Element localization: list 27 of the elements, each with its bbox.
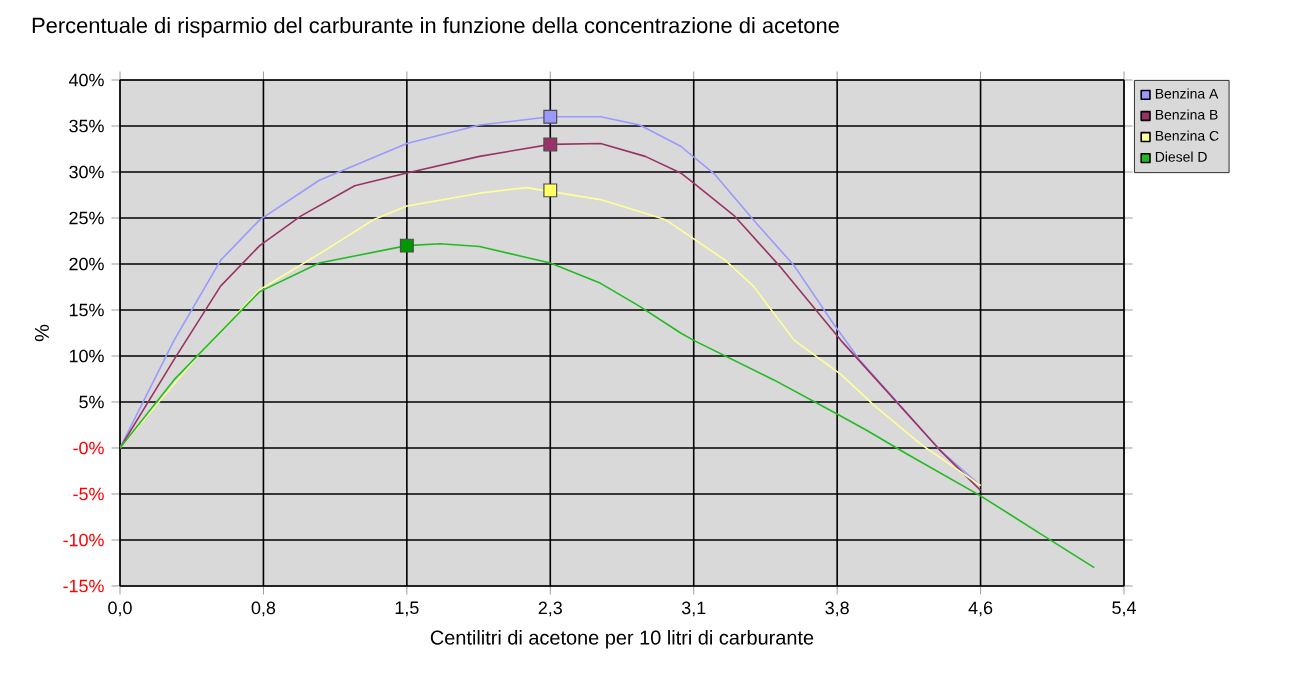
point — [543, 109, 558, 124]
y-tick-label: 15% — [69, 303, 104, 317]
y-tick-label: 5% — [79, 395, 104, 409]
x-axis-title: Centilitri di acetone per 10 litri di carburante — [430, 630, 814, 649]
y-tick-label: 35% — [69, 119, 104, 133]
y-tick-label: 10% — [69, 349, 104, 363]
y-tick-label: -5% — [73, 487, 104, 501]
chart-title: Percentuale di risparmio del carburante in funzione della concentrazione di acetone — [32, 17, 839, 38]
y-tick-label: -0% — [73, 441, 104, 455]
x-tick-label: 2,3 — [538, 601, 562, 617]
y-tick-label: 30% — [69, 165, 104, 179]
y-tick-label: 20% — [69, 257, 104, 271]
x-tick-label: 0,8 — [251, 601, 276, 617]
point — [399, 238, 414, 253]
y-tick-label: -15% — [63, 579, 104, 593]
x-tick-label: 1,5 — [395, 601, 419, 617]
x-tick-label: 0,0 — [108, 601, 132, 617]
y-tick-label: 25% — [69, 211, 104, 225]
x-tick-label: 3,1 — [681, 601, 706, 617]
point — [543, 137, 558, 152]
point — [543, 183, 558, 198]
y-tick-label: -10% — [63, 533, 104, 547]
x-tick-label: 4,6 — [968, 601, 993, 617]
y-axis-title: % — [34, 324, 49, 342]
x-tick-label: 5,4 — [1112, 601, 1136, 617]
x-tick-label: 3,8 — [825, 601, 849, 617]
y-tick-label: 40% — [68, 73, 104, 87]
